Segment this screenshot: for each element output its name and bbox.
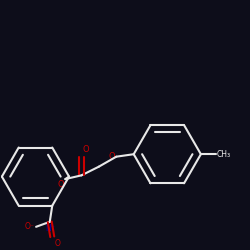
Text: O: O [83, 145, 89, 154]
Text: O: O [108, 152, 115, 161]
Text: N⁺: N⁺ [45, 224, 55, 233]
Text: O: O [58, 180, 64, 189]
Text: O⁻: O⁻ [25, 222, 35, 231]
Text: CH₃: CH₃ [217, 150, 231, 159]
Text: O: O [55, 239, 60, 248]
